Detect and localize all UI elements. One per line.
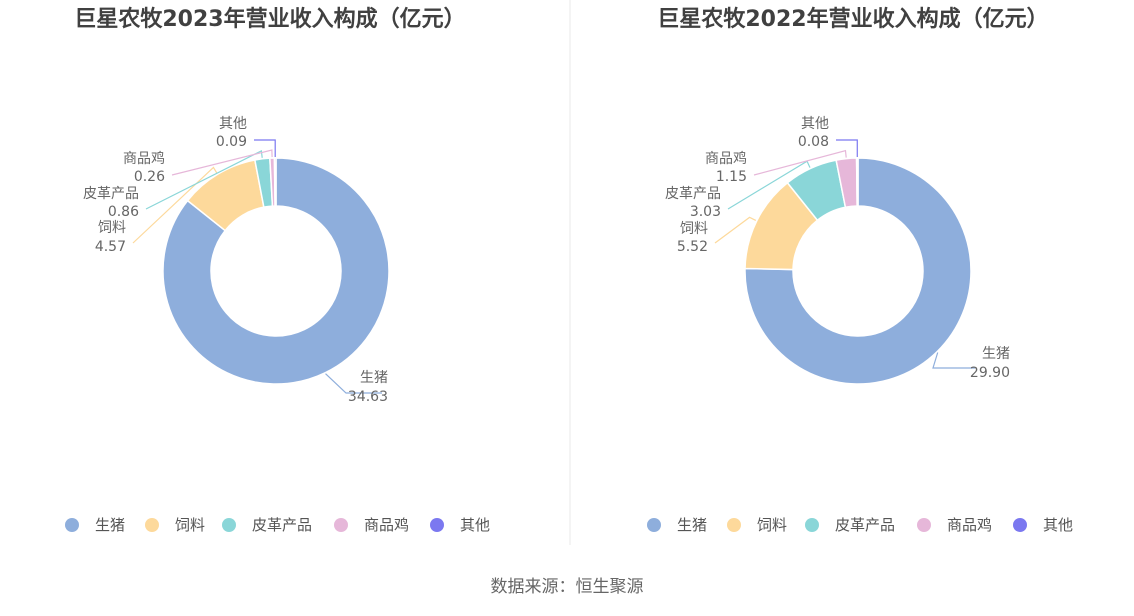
legend-item-4[interactable]: 商品鸡 — [917, 516, 992, 534]
slice-label-value: 0.86 — [108, 204, 139, 220]
slice-label-value: 3.03 — [690, 204, 721, 220]
slice-label-value: 5.52 — [677, 239, 708, 255]
data-source-footer: 数据来源：恒生聚源 — [491, 577, 644, 597]
slice-1[interactable] — [744, 157, 972, 385]
legend-marker — [917, 518, 931, 532]
leader-line-3 — [145, 149, 263, 210]
slice-label-value: 29.90 — [970, 365, 1010, 381]
leader-line-5 — [836, 139, 858, 158]
donut-chart-2: 巨星农牧2022年营业收入构成（亿元） 生猪 29.90 饲料 5.52 皮革产品 3.03… — [647, 6, 1073, 534]
leader-line-1 — [325, 373, 382, 394]
legend-marker — [65, 518, 79, 532]
slice-1[interactable] — [162, 157, 390, 385]
legend-item-5[interactable]: 其他 — [1013, 516, 1073, 534]
legend-marker — [727, 518, 741, 532]
slice-label-name: 生猪 — [982, 346, 1010, 362]
legend-label: 商品鸡 — [947, 516, 992, 534]
legend-marker — [1013, 518, 1027, 532]
legend: 生猪 饲料 皮革产品 商品鸡 其他 — [65, 516, 490, 534]
legend-label: 商品鸡 — [364, 516, 409, 534]
legend-label: 生猪 — [677, 516, 707, 534]
legend-label: 其他 — [1043, 516, 1073, 534]
leader-line-4 — [753, 149, 847, 176]
slice-label-name: 商品鸡 — [123, 150, 165, 167]
legend-marker — [647, 518, 661, 532]
slice-5[interactable] — [273, 157, 277, 207]
slice-label-name: 皮革产品 — [665, 186, 721, 202]
legend-marker — [145, 518, 159, 532]
slice-label-name: 饲料 — [680, 221, 708, 237]
slice-label-name: 其他 — [219, 116, 247, 132]
legend-item-5[interactable]: 其他 — [430, 516, 490, 534]
legend-marker — [805, 518, 819, 532]
leader-line-4 — [171, 149, 273, 176]
donut-chart-1: 巨星农牧2023年营业收入构成（亿元） 生猪 34.63 饲料 4.57 皮革产品 0.86… — [65, 6, 490, 534]
legend-label: 饲料 — [175, 516, 205, 534]
slice-label-name: 饲料 — [98, 220, 126, 236]
legend-label: 皮革产品 — [252, 516, 312, 534]
legend-item-3[interactable]: 皮革产品 — [222, 516, 312, 534]
leader-line-2 — [714, 216, 757, 244]
legend-item-2[interactable]: 饲料 — [145, 516, 205, 534]
leader-line-2 — [132, 166, 218, 244]
legend-label: 生猪 — [95, 516, 125, 534]
slice-label-name: 商品鸡 — [705, 150, 747, 167]
legend-label: 饲料 — [757, 516, 787, 534]
legend-item-3[interactable]: 皮革产品 — [805, 516, 895, 534]
slice-label-value: 1.15 — [716, 169, 747, 185]
chart-title: 巨星农牧2023年营业收入构成（亿元） — [74, 6, 465, 32]
leader-line-5 — [254, 139, 276, 158]
slice-label-value: 0.08 — [798, 134, 829, 150]
legend-label: 其他 — [460, 516, 490, 534]
slice-label-name: 生猪 — [360, 370, 388, 386]
legend-marker — [222, 518, 236, 532]
slice-label-value: 4.57 — [95, 239, 126, 255]
legend-item-2[interactable]: 饲料 — [727, 516, 787, 534]
slice-label-name: 其他 — [801, 116, 829, 132]
slice-label-name: 皮革产品 — [83, 186, 139, 202]
legend-item-4[interactable]: 商品鸡 — [334, 516, 409, 534]
legend: 生猪 饲料 皮革产品 商品鸡 其他 — [647, 516, 1073, 534]
leader-line-1 — [932, 352, 975, 369]
chart-title: 巨星农牧2022年营业收入构成（亿元） — [657, 6, 1048, 32]
legend-item-1[interactable]: 生猪 — [65, 516, 125, 534]
slice-5[interactable] — [855, 157, 859, 207]
legend-marker — [430, 518, 444, 532]
legend-marker — [334, 518, 348, 532]
legend-label: 皮革产品 — [835, 516, 895, 534]
slice-label-value: 34.63 — [348, 389, 388, 405]
slice-label-value: 0.09 — [216, 134, 247, 150]
legend-item-1[interactable]: 生猪 — [647, 516, 707, 534]
slice-label-value: 0.26 — [134, 169, 165, 185]
